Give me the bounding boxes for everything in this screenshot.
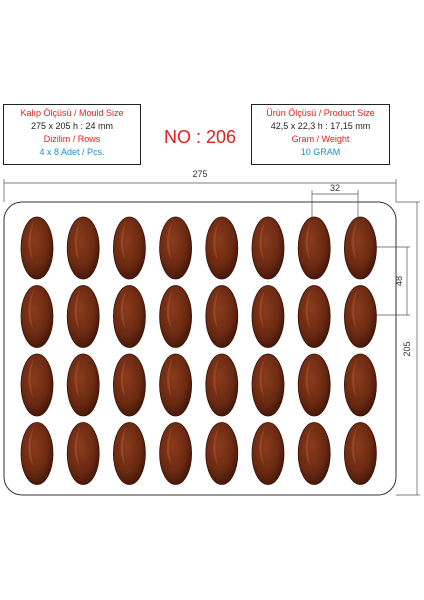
chocolate-cavity bbox=[20, 285, 54, 348]
chocolate-cavity bbox=[343, 285, 377, 348]
chocolate-cavity bbox=[297, 353, 331, 417]
cavity-grid bbox=[20, 216, 377, 485]
chocolate-cavity bbox=[20, 216, 54, 280]
rows-value: 4 x 8 Adet / Pcs. bbox=[39, 147, 105, 157]
weight-value: 10 GRAM bbox=[300, 147, 341, 157]
chocolate-cavity bbox=[66, 422, 100, 485]
chocolate-cavity bbox=[159, 353, 193, 417]
chocolate-cavity bbox=[66, 353, 100, 417]
cavity-spacing-y-label: 48 bbox=[394, 276, 404, 286]
chocolate-cavity bbox=[297, 422, 331, 485]
rows-label: Dizilim / Rows bbox=[43, 134, 101, 144]
mould-size-label: Kalıp Ölçüsü / Mould Size bbox=[20, 108, 124, 118]
chocolate-cavity bbox=[159, 216, 193, 280]
chocolate-cavity bbox=[297, 216, 331, 280]
chocolate-cavity bbox=[112, 422, 146, 485]
chocolate-cavity bbox=[251, 353, 285, 417]
chocolate-cavity bbox=[66, 216, 100, 280]
chocolate-cavity bbox=[66, 285, 100, 348]
height-dimension: 205 bbox=[396, 201, 420, 496]
weight-label: Gram / Weight bbox=[291, 134, 350, 144]
chocolate-cavity bbox=[205, 353, 239, 417]
width-dimension: 275 bbox=[3, 169, 397, 202]
chocolate-cavity bbox=[251, 422, 285, 485]
chocolate-cavity bbox=[251, 285, 285, 348]
chocolate-cavity bbox=[20, 422, 54, 485]
chocolate-cavity bbox=[112, 285, 146, 348]
chocolate-cavity bbox=[343, 216, 377, 280]
model-number: NO : 206 bbox=[163, 127, 237, 147]
chocolate-cavity bbox=[343, 353, 377, 417]
chocolate-cavity bbox=[205, 216, 239, 280]
width-dimension-label: 275 bbox=[192, 169, 207, 179]
product-size-value: 42,5 x 22,3 h : 17,15 mm bbox=[270, 121, 371, 131]
mould-tray bbox=[3, 201, 397, 496]
height-dimension-label: 205 bbox=[402, 341, 412, 356]
chocolate-cavity bbox=[159, 422, 193, 485]
product-size-box: Ürün Ölçüsü / Product Size 42,5 x 22,3 h… bbox=[251, 104, 390, 165]
chocolate-cavity bbox=[20, 353, 54, 417]
mould-size-value: 275 x 205 h : 24 mm bbox=[30, 121, 114, 131]
cavity-spacing-y-dimension: 48 bbox=[372, 246, 410, 316]
chocolate-cavity bbox=[343, 422, 377, 485]
chocolate-cavity bbox=[205, 285, 239, 348]
chocolate-cavity bbox=[159, 285, 193, 348]
chocolate-cavity bbox=[112, 353, 146, 417]
chocolate-cavity bbox=[251, 216, 285, 280]
chocolate-cavity bbox=[297, 285, 331, 348]
chocolate-cavity bbox=[205, 422, 239, 485]
cavity-spacing-x-label: 32 bbox=[330, 183, 340, 193]
chocolate-cavity bbox=[112, 216, 146, 280]
mould-size-box: Kalıp Ölçüsü / Mould Size 275 x 205 h : … bbox=[3, 104, 141, 165]
product-size-label: Ürün Ölçüsü / Product Size bbox=[266, 108, 375, 118]
